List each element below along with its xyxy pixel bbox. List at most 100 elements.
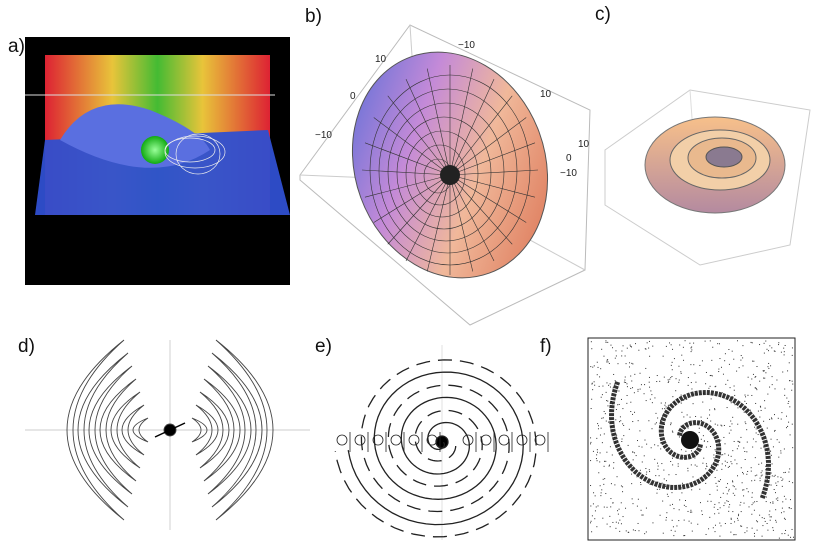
star-dot <box>599 452 601 454</box>
star-dot <box>649 471 651 473</box>
mesh-line <box>364 174 451 198</box>
star-dot <box>657 417 659 419</box>
star-dot <box>757 410 759 412</box>
star-dot <box>590 485 592 487</box>
star-dot <box>759 380 761 382</box>
star-dot <box>700 438 702 440</box>
star-dot <box>729 425 731 427</box>
star-dot <box>717 508 719 510</box>
star-dot <box>728 488 730 490</box>
mesh-line <box>449 174 513 245</box>
star-dot <box>606 361 608 363</box>
star-dot <box>604 478 606 480</box>
star-dot <box>672 457 674 459</box>
star-dot <box>671 519 673 521</box>
star-dot <box>776 379 778 381</box>
star-dot <box>602 417 604 419</box>
star-dot <box>783 511 785 513</box>
star-dot <box>671 376 673 378</box>
star-dot <box>733 440 735 442</box>
star-dot <box>601 442 603 444</box>
star-dot <box>683 359 685 361</box>
star-dot <box>606 382 608 384</box>
star-dot <box>770 472 772 474</box>
star-dot <box>701 360 703 362</box>
star-dot <box>736 517 738 519</box>
mesh-line <box>387 174 451 245</box>
star-dot <box>664 404 666 406</box>
star-dot <box>724 523 726 525</box>
star-dot <box>634 530 636 532</box>
star-dot <box>781 507 783 509</box>
star-dot <box>681 411 683 413</box>
star-dot <box>734 404 736 406</box>
star-dot <box>630 345 632 347</box>
star-dot <box>612 502 614 504</box>
star-dot <box>762 525 764 527</box>
star-dot <box>710 500 712 502</box>
star-dot <box>751 513 753 515</box>
star-dot <box>613 373 615 375</box>
star-dot <box>714 531 716 533</box>
field-symbol <box>390 434 402 446</box>
star-dot <box>645 531 647 533</box>
star-dot <box>752 502 754 504</box>
star-dot <box>771 418 773 420</box>
star-dot <box>669 342 671 344</box>
mesh-line <box>387 95 451 176</box>
star-dot <box>736 340 738 342</box>
star-dot <box>764 377 766 379</box>
star-dot <box>749 409 751 411</box>
mesh-line <box>373 117 451 176</box>
star-dot <box>590 408 592 410</box>
star-dot <box>596 437 598 439</box>
star-dot <box>675 390 677 392</box>
star-dot <box>593 492 595 494</box>
star-dot <box>718 480 720 482</box>
star-dot <box>641 514 643 516</box>
star-dot <box>654 397 656 399</box>
star-dot <box>717 343 719 345</box>
star-dot <box>710 446 712 448</box>
star-dot <box>639 469 641 471</box>
star-dot <box>751 504 753 506</box>
star-dot <box>659 514 661 516</box>
star-dot <box>646 443 648 445</box>
star-dot <box>616 434 618 436</box>
star-dot <box>601 348 603 350</box>
star-dot <box>610 344 612 346</box>
star-dot <box>691 349 693 351</box>
star-dot <box>685 506 687 508</box>
star-dot <box>605 420 607 422</box>
star-dot <box>628 366 630 368</box>
star-dot <box>672 464 674 466</box>
star-dot <box>714 408 716 410</box>
star-dot <box>690 464 692 466</box>
star-dot <box>767 393 769 395</box>
star-dot <box>601 417 603 419</box>
star-dot <box>606 400 608 402</box>
star-dot <box>708 387 710 389</box>
star-dot <box>705 446 707 448</box>
star-dot <box>680 449 682 451</box>
wave-front <box>99 378 137 482</box>
star-dot <box>752 438 754 440</box>
star-dot <box>663 423 665 425</box>
star-dot <box>764 407 766 409</box>
mesh-line <box>361 169 451 176</box>
star-dot <box>661 463 663 465</box>
star-dot <box>590 460 592 462</box>
star-dot <box>780 418 782 420</box>
star-dot <box>631 473 633 475</box>
star-dot <box>683 504 685 506</box>
star-dot <box>774 474 776 476</box>
star-dot <box>672 503 674 505</box>
star-dot <box>603 465 605 467</box>
wave-front <box>132 417 149 443</box>
star-dot <box>608 465 610 467</box>
star-dot <box>720 496 722 498</box>
star-dot <box>665 345 667 347</box>
star-dot <box>740 355 742 357</box>
star-dot <box>724 502 726 504</box>
star-dot <box>645 400 647 402</box>
